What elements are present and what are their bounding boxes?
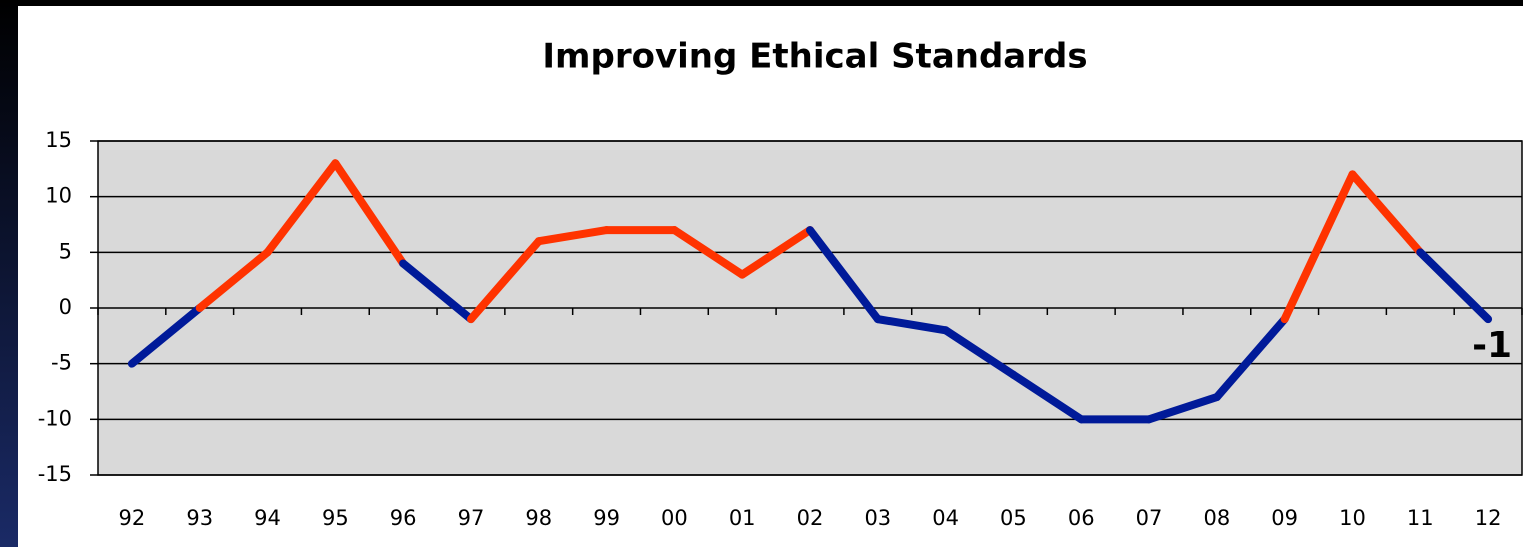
x-tick-label: 06 <box>1068 506 1095 530</box>
x-tick-label: 07 <box>1136 506 1163 530</box>
x-tick-label: 10 <box>1339 506 1366 530</box>
line-segment <box>1348 170 1425 257</box>
line-segment <box>670 226 747 279</box>
x-tick-label: 04 <box>932 506 959 530</box>
data-label: -1 <box>1472 325 1512 366</box>
x-tick-label: 03 <box>864 506 891 530</box>
x-tick-label: 11 <box>1407 506 1434 530</box>
y-tick-label: -5 <box>51 351 72 375</box>
line-segment <box>806 226 882 324</box>
line-segment <box>1009 370 1086 424</box>
x-tick-label: 12 <box>1475 506 1502 530</box>
chart-title: Improving Ethical Standards <box>542 37 1087 77</box>
x-tick-label: 99 <box>593 506 620 530</box>
line-segment <box>195 248 272 312</box>
y-tick-label: -10 <box>38 406 72 430</box>
line-segment <box>1145 393 1221 424</box>
y-tick-label: 5 <box>59 239 72 263</box>
x-tick-label: 01 <box>729 506 756 530</box>
x-tick-label: 05 <box>1000 506 1027 530</box>
y-tick-label: -15 <box>38 462 72 486</box>
line-segment <box>941 326 1018 379</box>
x-tick-label: 95 <box>322 506 349 530</box>
line-segment <box>873 315 950 335</box>
line-segment <box>399 259 475 324</box>
line-segment <box>466 237 543 324</box>
line-segment <box>1212 315 1289 402</box>
background-edge <box>0 0 18 547</box>
line-segment <box>1280 170 1357 324</box>
x-tick-label: 96 <box>390 506 417 530</box>
y-tick-label: 0 <box>59 295 72 319</box>
x-tick-label: 08 <box>1203 506 1230 530</box>
line-segment <box>263 159 340 257</box>
line-segment <box>738 226 814 279</box>
x-tick-label: 94 <box>254 506 281 530</box>
line-segment <box>127 304 204 368</box>
x-tick-label: 00 <box>661 506 688 530</box>
line-segment <box>534 226 611 246</box>
y-tick-label: 10 <box>45 184 72 208</box>
x-tick-label: 02 <box>797 506 824 530</box>
x-tick-label: 98 <box>525 506 552 530</box>
x-tick-label: 09 <box>1271 506 1298 530</box>
x-tick-label: 93 <box>186 506 213 530</box>
line-segment <box>331 159 408 268</box>
line-segment <box>1416 248 1493 324</box>
x-tick-label: 97 <box>458 506 485 530</box>
x-tick-label: 92 <box>119 506 146 530</box>
y-tick-label: 15 <box>45 128 72 152</box>
